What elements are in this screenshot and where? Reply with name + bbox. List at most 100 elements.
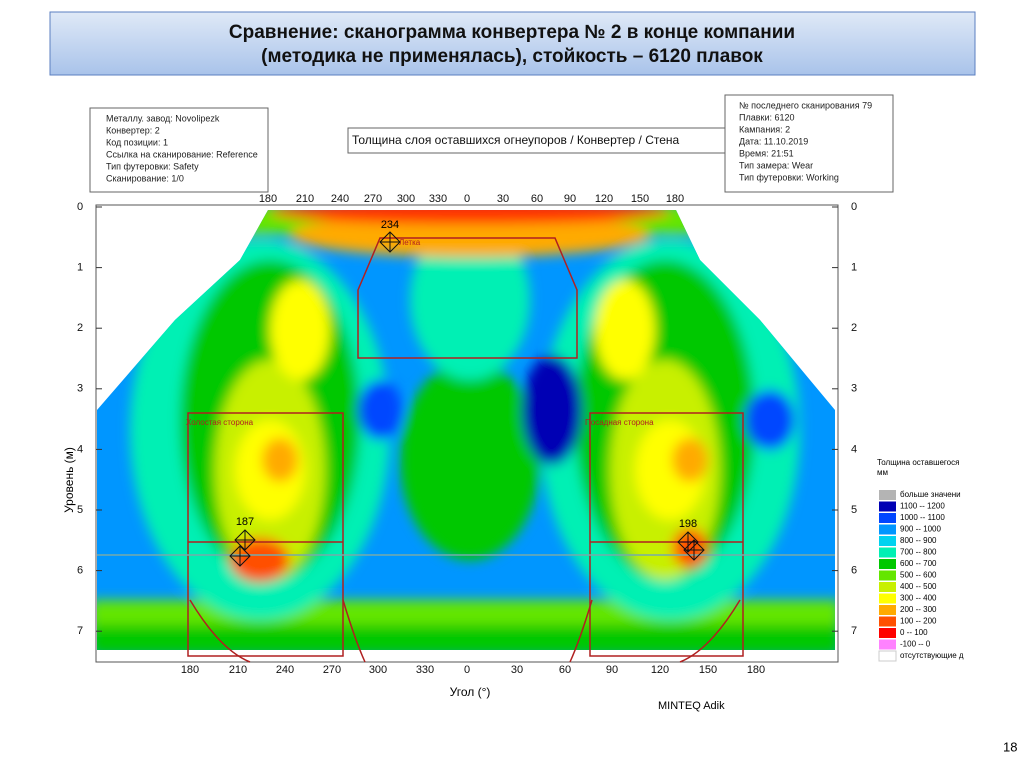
- info-line: Кампания: 2: [739, 124, 790, 134]
- legend-swatch: [879, 501, 896, 512]
- annotation: Холостая сторона: [186, 418, 254, 427]
- legend-label: 600 -- 700: [900, 559, 937, 568]
- y-tick-label: 3: [851, 383, 857, 395]
- x-tick-label: 60: [559, 664, 571, 676]
- x-tick-label: 210: [229, 664, 247, 676]
- info-line: Код позиции: 1: [106, 137, 168, 147]
- legend-swatch: [879, 490, 896, 500]
- x-tick-label: 300: [397, 193, 415, 205]
- legend-swatch: [878, 650, 897, 662]
- info-line: Ссылка на сканирование: Reference: [106, 149, 258, 159]
- x-tick-label: 180: [666, 193, 684, 205]
- heatmap: [97, 210, 835, 650]
- info-line: Тип футеровки: Safety: [106, 161, 199, 171]
- legend-label: 1100 -- 1200: [900, 502, 945, 511]
- title-line: (методика не применялась), стойкость – 6…: [261, 46, 763, 67]
- legend-swatch: [879, 616, 896, 627]
- y-tick-label: 2: [77, 322, 83, 334]
- info-box: [89, 107, 269, 193]
- x-tick-label: 30: [497, 193, 509, 205]
- info-line: № последнего сканирования 79: [739, 100, 872, 110]
- legend-swatch: [879, 639, 896, 650]
- legend-swatch: [879, 559, 896, 569]
- legend-label: 400 -- 500: [900, 582, 937, 591]
- x-axis-label: Угол (°): [450, 685, 491, 699]
- legend-label: -100 -- 0: [900, 640, 931, 649]
- y-axis-label: Уровень (м): [62, 447, 76, 513]
- y-tick-label: 7: [851, 625, 857, 637]
- legend-label: 200 -- 300: [900, 605, 937, 614]
- y-tick-label: 5: [851, 504, 857, 516]
- info-line: Конвертер: 2: [106, 125, 160, 135]
- legend-swatch: [879, 570, 896, 581]
- x-tick-label: 30: [511, 664, 523, 676]
- title-line: Сравнение: сканограмма конвертера № 2 в …: [229, 22, 795, 43]
- x-tick-label: 240: [276, 664, 294, 676]
- annotation: 234: [381, 219, 399, 231]
- credit: MINTEQ Adik: [658, 700, 725, 712]
- legend-label: 0 -- 100: [900, 628, 928, 637]
- x-tick-label: 210: [296, 193, 314, 205]
- legend-swatch: [879, 536, 896, 546]
- title-box: [49, 11, 976, 76]
- x-tick-label: 180: [747, 664, 765, 676]
- annotation: 198: [679, 518, 697, 530]
- y-tick-label: 1: [77, 262, 83, 274]
- legend-label: 300 -- 400: [900, 594, 937, 603]
- annotation: Посадная сторона: [585, 418, 654, 427]
- y-tick-label: 2: [851, 322, 857, 334]
- legend-title: Толщина оставшегося: [877, 458, 959, 467]
- x-tick-label: 150: [631, 193, 649, 205]
- legend-label: 1000 -- 1100: [900, 513, 945, 522]
- y-tick-label: 7: [77, 625, 83, 637]
- info-line: Дата: 11.10.2019: [739, 136, 808, 146]
- y-tick-label: 0: [851, 201, 857, 213]
- annotation: 187: [236, 516, 254, 528]
- legend-swatch: [879, 582, 896, 592]
- info-line: Металлу. завод: Novolipezk: [106, 113, 220, 123]
- legend-swatch: [879, 605, 896, 615]
- y-tick-label: 0: [77, 201, 83, 213]
- markers: [229, 231, 705, 567]
- x-tick-label: 60: [531, 193, 543, 205]
- info-box: [724, 94, 894, 193]
- x-tick-label: 270: [364, 193, 382, 205]
- scan-title-box: [347, 127, 739, 154]
- info-line: Плавки: 6120: [739, 112, 795, 122]
- y-tick-label: 4: [77, 443, 83, 455]
- x-tick-label: 0: [464, 664, 470, 676]
- info-line: Сканирование: 1/0: [106, 173, 184, 183]
- legend-label: 500 -- 600: [900, 571, 937, 580]
- legend-swatch: [879, 547, 896, 558]
- legend-swatch: [879, 628, 896, 638]
- x-tick-label: 120: [651, 664, 669, 676]
- x-tick-label: 300: [369, 664, 387, 676]
- x-tick-label: 330: [416, 664, 434, 676]
- x-tick-label: 330: [429, 193, 447, 205]
- legend-swatch: [879, 524, 896, 535]
- legend-label: 900 -- 1000: [900, 525, 941, 534]
- legend-swatch: [879, 593, 896, 604]
- legend-label: больше значени: [900, 490, 961, 499]
- info-line: Тип замера: Wear: [739, 160, 813, 170]
- legend-label: 700 -- 800: [900, 548, 937, 557]
- y-tick-label: 4: [851, 443, 857, 455]
- y-tick-label: 1: [851, 262, 857, 274]
- x-tick-label: 240: [331, 193, 349, 205]
- legend-swatch: [879, 513, 896, 523]
- x-tick-label: 90: [606, 664, 618, 676]
- x-tick-label: 120: [595, 193, 613, 205]
- x-tick-label: 180: [259, 193, 277, 205]
- legend-label: отсутствующие д: [900, 651, 964, 660]
- legend-label: 100 -- 200: [900, 617, 937, 626]
- zone-outlines: [97, 237, 835, 663]
- legend-title: мм: [877, 468, 888, 477]
- x-tick-label: 180: [181, 664, 199, 676]
- x-tick-label: 0: [464, 193, 470, 205]
- x-tick-label: 150: [699, 664, 717, 676]
- scan-title: Толщина слоя оставшихся огнеупоров / Кон…: [352, 133, 680, 147]
- page-number: 18: [1003, 739, 1017, 754]
- info-line: Время: 21:51: [739, 148, 794, 158]
- annotation: Летка: [399, 238, 421, 247]
